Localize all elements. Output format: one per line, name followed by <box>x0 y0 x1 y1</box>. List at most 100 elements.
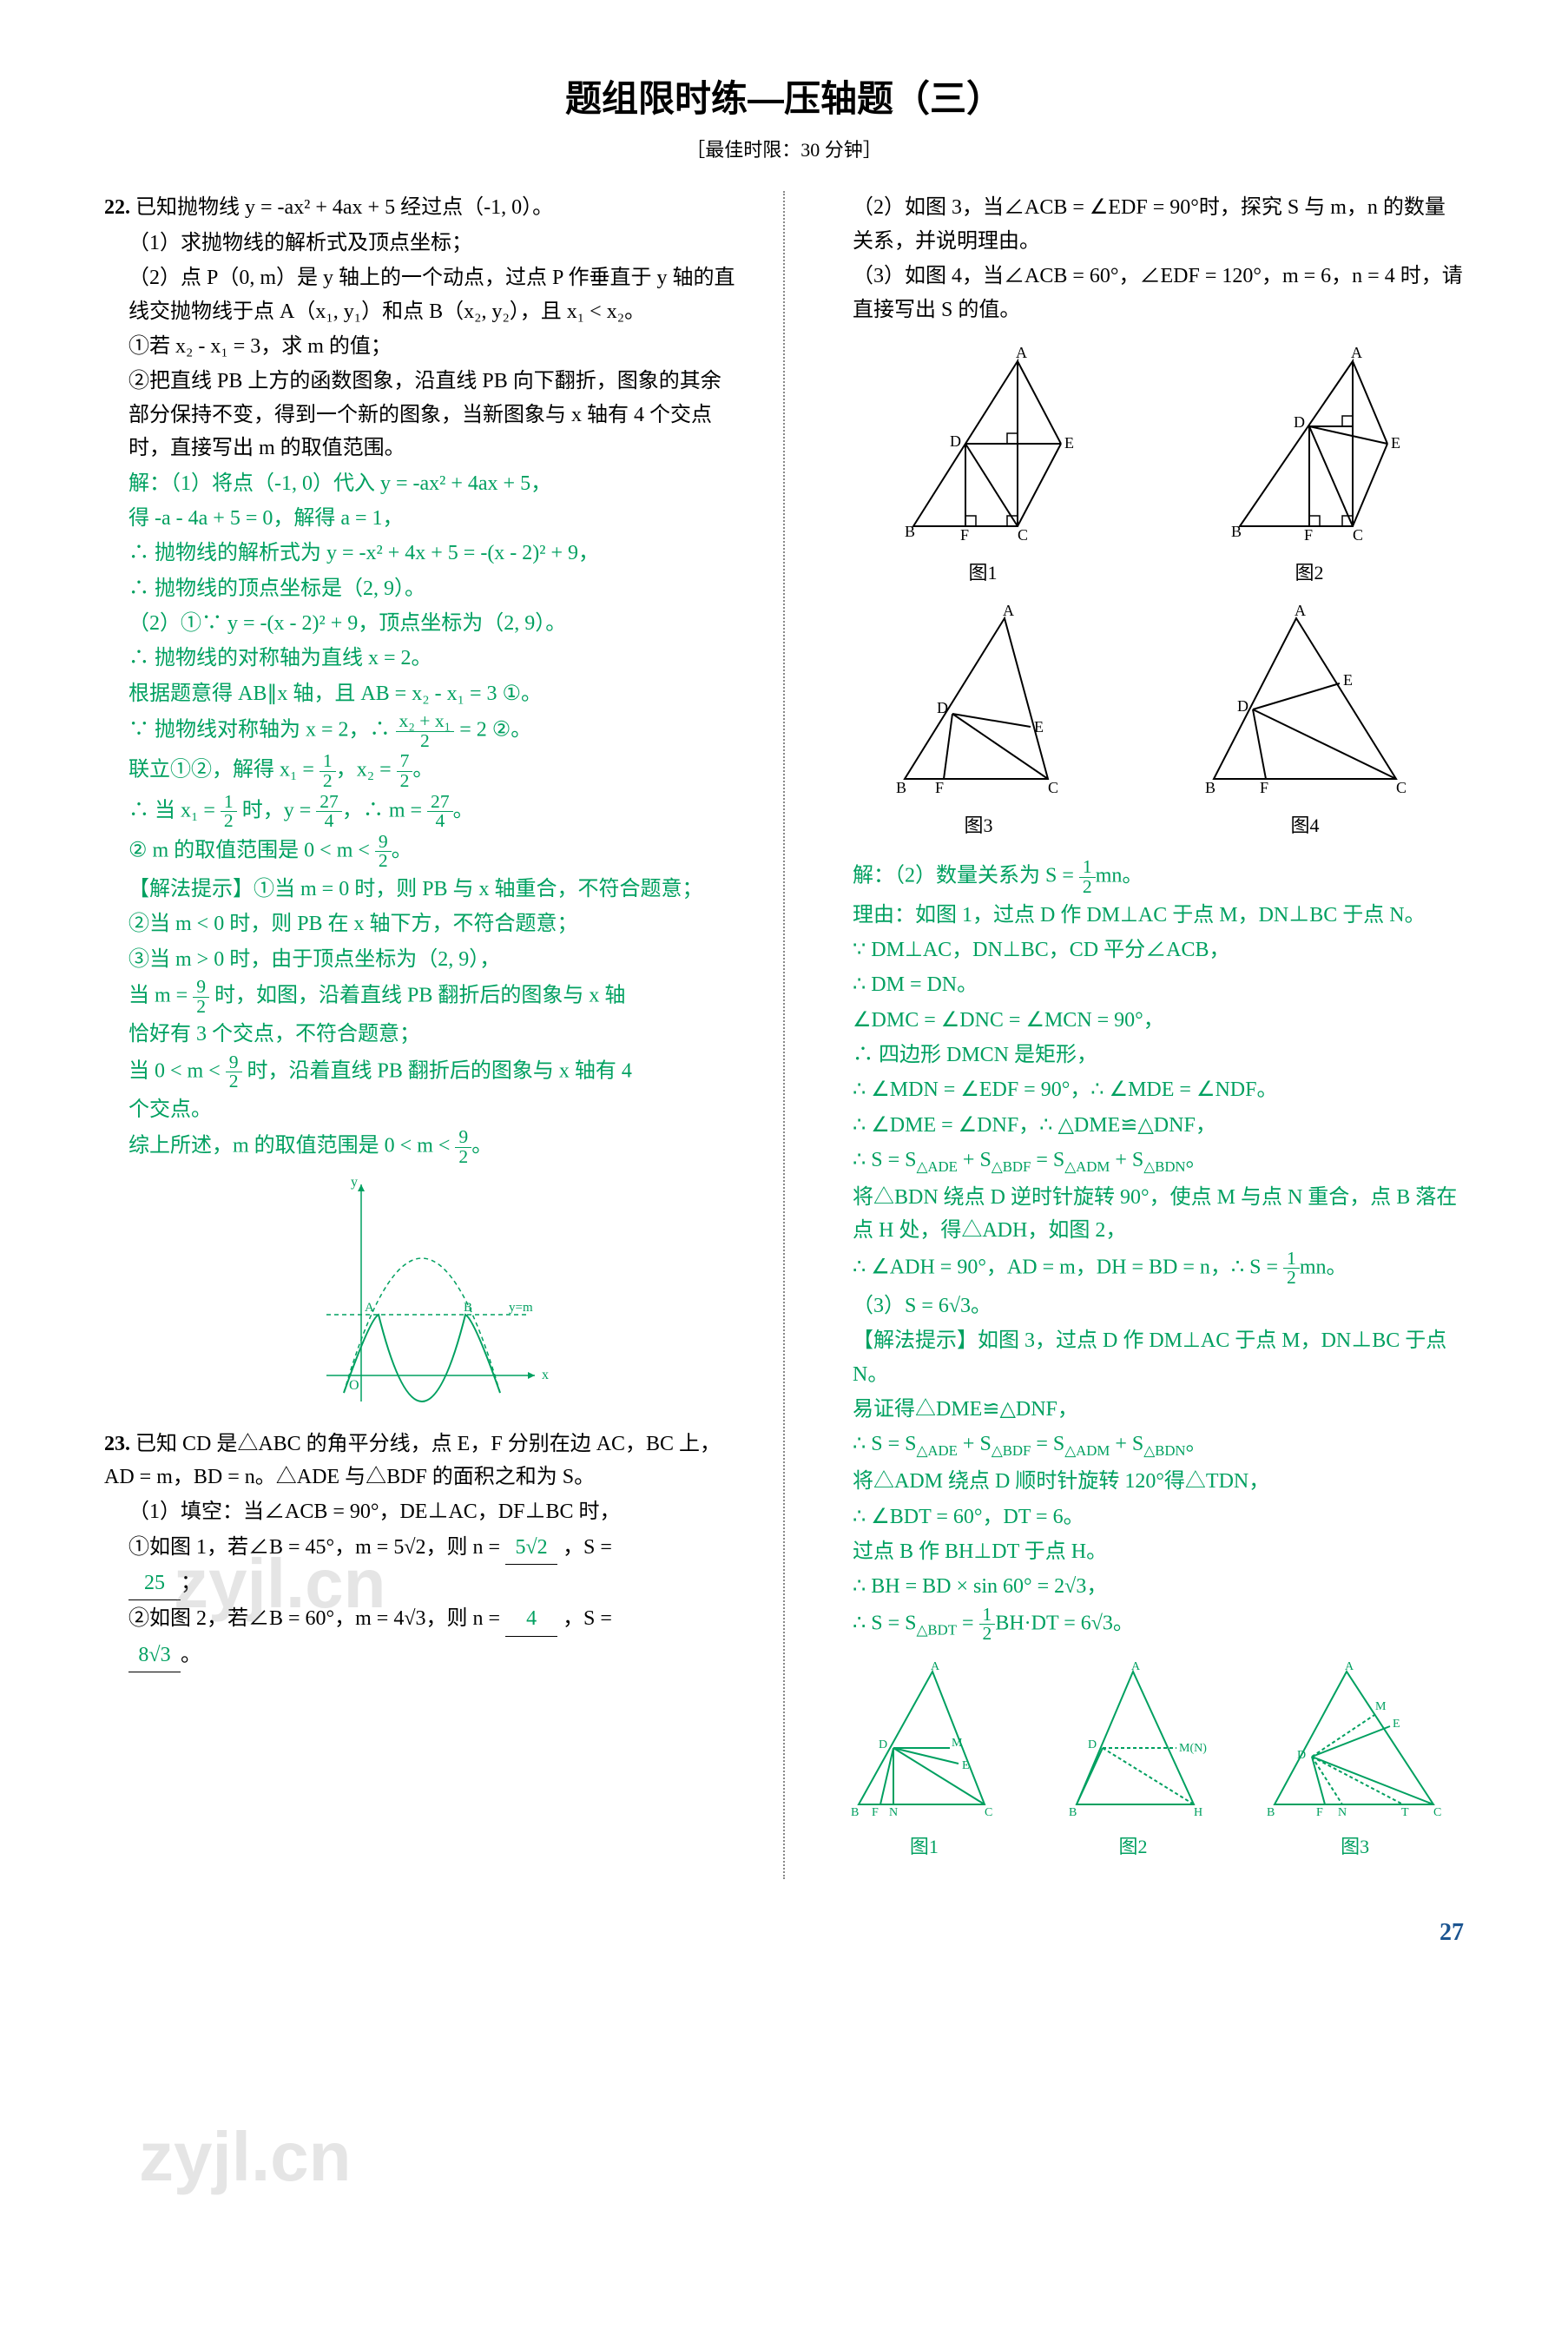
svg-text:F: F <box>1316 1806 1323 1819</box>
svg-text:x: x <box>542 1368 549 1382</box>
fill-blank: 25 <box>128 1566 181 1600</box>
problem-number: 22. <box>104 196 130 219</box>
svg-text:F: F <box>935 779 944 796</box>
solution-line: 当 0 < m < 92 时，沿着直线 PB 翻折后的图象与 x 轴有 4 <box>104 1053 740 1092</box>
svg-text:B: B <box>1069 1806 1077 1819</box>
svg-text:B: B <box>851 1806 859 1819</box>
svg-text:N: N <box>1338 1806 1347 1819</box>
solution-line: 综上所述，m 的取值范围是 0 < m < 92。 <box>104 1128 740 1166</box>
page-title: 题组限时练—压轴题（三） <box>104 69 1464 128</box>
problem-part: （2）如图 3，当∠ACB = ∠EDF = 90°时，探究 S 与 m，n 的… <box>828 191 1464 258</box>
solution-figure-2: A D M(N) H B <box>1055 1661 1211 1826</box>
solution-line: ∴ ∠DME = ∠DNF，∴ △DME≌△DNF， <box>828 1109 1464 1142</box>
svg-text:M: M <box>952 1737 963 1750</box>
svg-text:F: F <box>1304 526 1313 544</box>
problem-part: ①如图 1，若∠B = 45°，m = 5√2，则 n = 5√2 ，S = <box>104 1531 740 1565</box>
problem-part: （1）求抛物线的解析式及顶点坐标； <box>104 227 740 260</box>
figure-label: 图4 <box>1201 810 1409 841</box>
figure-3: A B C D E F <box>883 605 1074 805</box>
svg-text:C: C <box>1353 526 1363 544</box>
svg-text:F: F <box>1260 779 1268 796</box>
svg-text:F: F <box>872 1806 879 1819</box>
svg-text:C: C <box>985 1806 992 1819</box>
solution-line: ∴ 抛物线的解析式为 y = -x² + 4x + 5 = -(x - 2)² … <box>104 537 740 570</box>
solution-line: ∵ DM⊥AC，DN⊥BC，CD 平分∠ACB， <box>828 933 1464 966</box>
svg-text:N: N <box>889 1806 898 1819</box>
svg-text:H: H <box>1194 1806 1202 1819</box>
svg-text:A: A <box>365 1301 374 1315</box>
solution-line: 将△BDN 绕点 D 逆时针旋转 90°，使点 M 与点 N 重合，点 B 落在… <box>828 1181 1464 1248</box>
solution-line: 解：（2）数量关系为 S = 12mn。 <box>828 858 1464 896</box>
svg-text:A: A <box>1295 605 1306 619</box>
fill-blank: 5√2 <box>505 1531 557 1565</box>
solution-line: 将△ADM 绕点 D 顺时针旋转 120°得△TDN， <box>828 1465 1464 1498</box>
figure-label: 图2 <box>1055 1831 1211 1862</box>
solution-line: ∴ DM = DN。 <box>828 968 1464 1001</box>
problem-stem: 已知 CD 是△ABC 的角平分线，点 E，F 分别在边 AC，BC 上，AD … <box>104 1433 721 1488</box>
solution-line: ② m 的取值范围是 0 < m < 92。 <box>104 833 740 871</box>
solution-line: ∴ ∠ADH = 90°，AD = m，DH = BD = n，∴ S = 12… <box>828 1250 1464 1288</box>
solution-line: 恰好有 3 个交点，不符合题意； <box>104 1018 740 1051</box>
right-column: （2）如图 3，当∠ACB = ∠EDF = 90°时，探究 S 与 m，n 的… <box>828 191 1464 1879</box>
solution-figure-3: A B C D E M F N T <box>1264 1661 1446 1826</box>
svg-text:A: A <box>1003 605 1014 619</box>
figure-label: 图1 <box>846 1831 1002 1862</box>
svg-text:B: B <box>1231 523 1242 540</box>
solution-line: 得 -a - 4a + 5 = 0，解得 a = 1， <box>104 502 740 535</box>
left-column: zyjl.cn zyjl.cn 22. 已知抛物线 y = -ax² + 4ax… <box>104 191 740 1879</box>
figure-label: 图1 <box>887 557 1078 588</box>
figure-label: 图3 <box>1264 1831 1446 1862</box>
solution-line: ∵ 抛物线对称轴为 x = 2，∴ x₂ + x₁2 = 2 ②。 <box>104 712 740 750</box>
svg-text:D: D <box>1297 1749 1306 1762</box>
problem-part: ①若 x₂ - x₁ = 3，求 m 的值； <box>104 330 740 363</box>
svg-text:B: B <box>464 1301 472 1315</box>
solution-line: ∴ 四边形 DMCN 是矩形， <box>828 1039 1464 1072</box>
solution-line: ∴ ∠MDN = ∠EDF = 90°，∴ ∠MDE = ∠NDF。 <box>828 1073 1464 1106</box>
problem-stem: 已知抛物线 y = -ax² + 4ax + 5 经过点（-1, 0）。 <box>135 196 553 219</box>
svg-text:D: D <box>1088 1738 1097 1751</box>
svg-text:E: E <box>1391 434 1400 452</box>
svg-text:D: D <box>950 432 961 450</box>
solution-line: ∴ 抛物线的顶点坐标是（2, 9）。 <box>104 572 740 605</box>
problem-part: 25； <box>104 1566 740 1600</box>
svg-text:B: B <box>1267 1806 1275 1819</box>
svg-text:E: E <box>1034 718 1044 735</box>
svg-text:D: D <box>1237 697 1248 715</box>
problem-number: 23. <box>104 1433 130 1455</box>
svg-text:y: y <box>351 1176 358 1190</box>
svg-text:E: E <box>962 1759 970 1772</box>
solution-line: 联立①②，解得 x₁ = 12，x₂ = 72。 <box>104 752 740 790</box>
solution-line: ∴ 当 x₁ = 12 时，y = 274，∴ m = 274。 <box>104 793 740 831</box>
solution-line: ∴ ∠BDT = 60°，DT = 6。 <box>828 1500 1464 1533</box>
page-subtitle: ［最佳时限：30 分钟］ <box>104 135 1464 165</box>
svg-text:y=m: y=m <box>509 1301 533 1315</box>
svg-text:C: C <box>1396 779 1407 796</box>
fill-blank: 4 <box>505 1602 557 1636</box>
solution-line: 过点 B 作 BH⊥DT 于点 H。 <box>828 1535 1464 1568</box>
problem-part: （2）点 P（0, m）是 y 轴上的一个动点，过点 P 作垂直于 y 轴的直线… <box>104 261 740 328</box>
solution-line: （2）①∵ y = -(x - 2)² + 9，顶点坐标为（2, 9）。 <box>104 607 740 640</box>
svg-text:B: B <box>905 523 915 540</box>
svg-text:A: A <box>1016 344 1027 361</box>
problem-part: （3）如图 4，当∠ACB = 60°，∠EDF = 120°，m = 6，n … <box>828 260 1464 326</box>
solution-line: ∴ 抛物线的对称轴为直线 x = 2。 <box>104 642 740 675</box>
svg-text:C: C <box>1018 526 1028 544</box>
problem-part: ②把直线 PB 上方的函数图象，沿直线 PB 向下翻折，图象的其余部分保持不变，… <box>104 365 740 465</box>
fill-blank: 8√3 <box>128 1639 181 1672</box>
svg-text:D: D <box>1294 413 1305 431</box>
svg-text:B: B <box>1205 779 1216 796</box>
problem-part: （1）填空：当∠ACB = 90°，DE⊥AC，DF⊥BC 时， <box>104 1495 740 1528</box>
solution-line: 个交点。 <box>104 1093 740 1126</box>
svg-text:B: B <box>896 779 906 796</box>
svg-text:E: E <box>1064 434 1074 452</box>
figure-4: A B C D E F <box>1201 605 1409 805</box>
svg-text:A: A <box>1345 1661 1354 1673</box>
solution-line: 【解法提示】如图 3，过点 D 作 DM⊥AC 于点 M，DN⊥BC 于点 N。 <box>828 1324 1464 1391</box>
solution-line: ③当 m > 0 时，由于顶点坐标为（2, 9）， <box>104 943 740 976</box>
svg-text:M(N): M(N) <box>1179 1742 1207 1755</box>
solution-line: ∴ BH = BD × sin 60° = 2√3， <box>828 1570 1464 1603</box>
svg-text:A: A <box>1351 344 1362 361</box>
solution-line: 解：（1）将点（-1, 0）代入 y = -ax² + 4ax + 5， <box>104 467 740 500</box>
watermark: zyjl.cn <box>139 2101 352 2213</box>
svg-text:D: D <box>879 1738 887 1751</box>
